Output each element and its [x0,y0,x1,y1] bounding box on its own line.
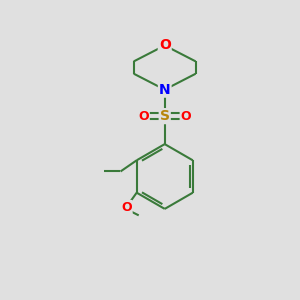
Text: N: N [159,82,170,97]
Text: O: O [159,38,171,52]
Text: O: O [181,110,191,123]
Text: S: S [160,109,170,123]
Text: O: O [121,201,132,214]
Text: O: O [138,110,149,123]
